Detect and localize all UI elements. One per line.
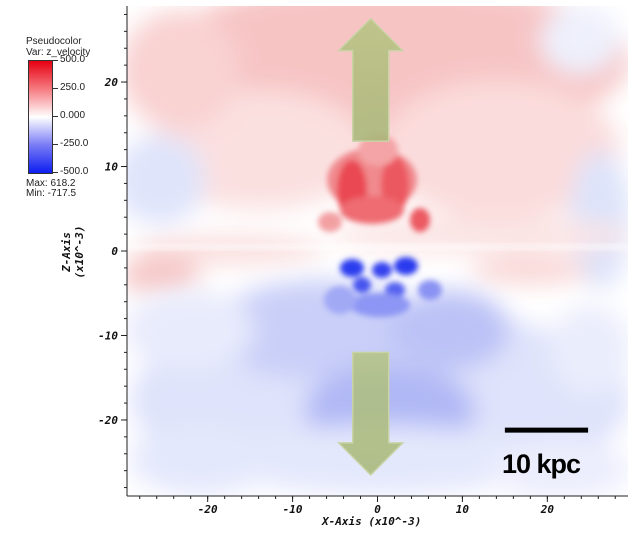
outflow-arrow-down <box>336 351 405 476</box>
legend-tick: 500.0 <box>51 54 86 65</box>
legend-tick: -500.0 <box>51 166 89 177</box>
y-axis-title: Z-Axis (x10^-3) <box>30 222 100 282</box>
scalebar-label: 10 kpc <box>502 449 581 479</box>
y-tick-label: 0 <box>111 245 118 258</box>
legend-tick: -250.0 <box>51 138 89 149</box>
x-tick-label: -10 <box>283 503 303 516</box>
colorbar <box>28 60 53 174</box>
y-axis-title-text: Z-Axis (x10^-3) <box>60 225 86 279</box>
y-tick-label: -20 <box>98 414 118 427</box>
legend-plot-type: Pseudocolor <box>26 36 82 47</box>
annotations <box>336 17 589 476</box>
legend-max: Max: 618.2 <box>26 178 76 189</box>
y-tick-label: -10 <box>98 329 118 342</box>
legend-variable: Var: z_velocity <box>26 47 91 58</box>
y-tick-label: 20 <box>104 76 119 89</box>
legend-tick: 0.000 <box>51 110 86 121</box>
x-tick-label: 10 <box>456 503 470 516</box>
axes: -20 -10 0 10 20 20 10 0 -10 -20 <box>98 6 628 516</box>
outflow-arrow-up <box>336 17 405 142</box>
x-tick-label: 20 <box>540 503 555 516</box>
x-axis-title: X-Axis (x10^-3) <box>322 515 422 528</box>
x-tick-label: -20 <box>198 503 218 516</box>
legend-min: Min: -717.5 <box>26 188 77 199</box>
y-tick-label: 10 <box>105 161 119 174</box>
x-tick-label: 0 <box>374 503 381 516</box>
legend-tick: 250.0 <box>51 82 86 93</box>
